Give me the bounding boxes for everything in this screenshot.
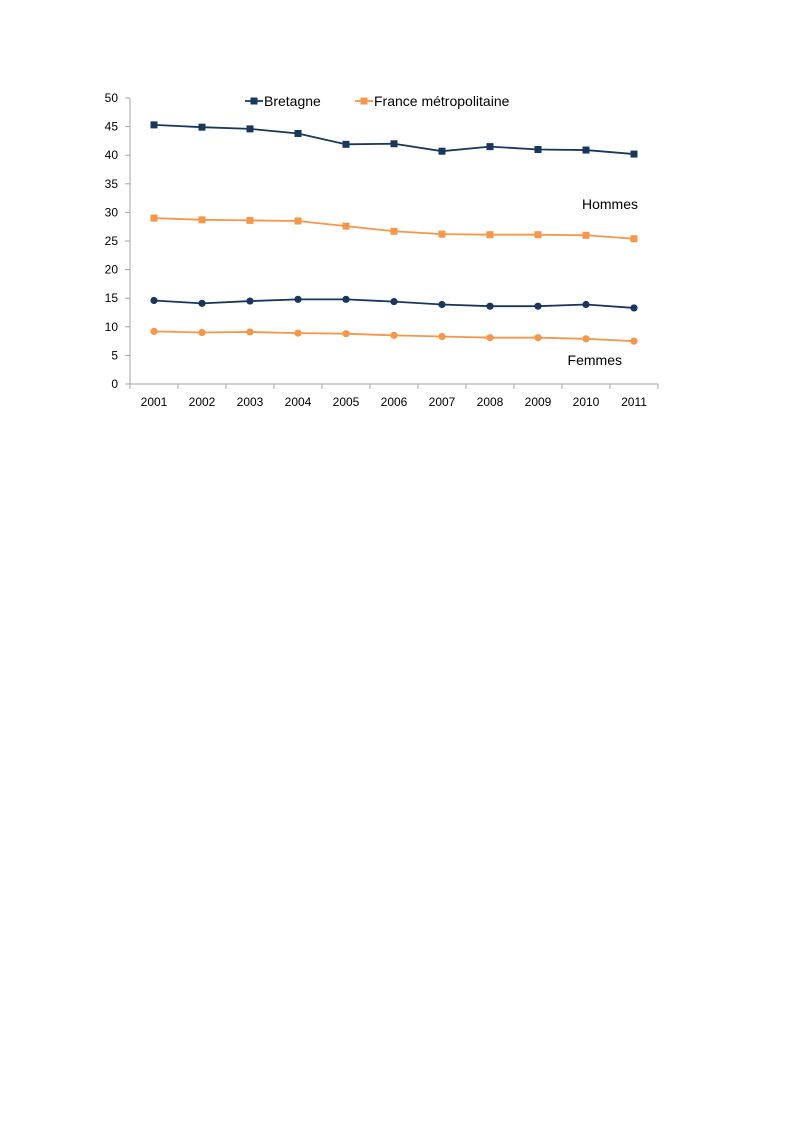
y-tick-label: 40 bbox=[105, 148, 119, 162]
data-point bbox=[198, 216, 206, 224]
legend: Bretagne France métropolitaine bbox=[245, 93, 510, 109]
data-point bbox=[342, 330, 350, 338]
data-point bbox=[438, 332, 446, 341]
y-tick-label: 0 bbox=[111, 377, 118, 391]
data-point bbox=[534, 302, 542, 310]
data-point bbox=[150, 296, 158, 305]
line-chart: 0 5 10 15 20 25 30 35 40 45 50 2001 2002 2003 2004 2005… bbox=[0, 0, 800, 420]
legend-marker bbox=[360, 97, 368, 105]
data-point bbox=[534, 145, 542, 153]
y-tick-label: 50 bbox=[105, 91, 119, 105]
data-point bbox=[630, 235, 638, 243]
data-point bbox=[198, 328, 206, 337]
data-point bbox=[438, 300, 446, 309]
data-point bbox=[630, 304, 638, 312]
data-point bbox=[150, 121, 158, 129]
data-point bbox=[534, 231, 542, 239]
data-point bbox=[198, 299, 206, 307]
data-point bbox=[630, 337, 638, 345]
data-point bbox=[246, 125, 254, 133]
data-point bbox=[438, 147, 446, 155]
data-point bbox=[342, 222, 350, 230]
data-point bbox=[390, 331, 398, 339]
legend-label: Bretagne bbox=[264, 93, 321, 109]
data-point bbox=[438, 230, 446, 238]
data-point bbox=[534, 334, 542, 342]
data-point bbox=[294, 329, 302, 337]
y-tick-label: 5 bbox=[111, 348, 118, 362]
data-point bbox=[150, 327, 158, 335]
legend-item: France métropolitaine bbox=[355, 93, 510, 109]
y-tick-label: 30 bbox=[105, 205, 119, 219]
series-lines bbox=[150, 121, 638, 345]
data-point bbox=[198, 123, 206, 131]
y-tick-label: 25 bbox=[105, 234, 119, 248]
data-point bbox=[390, 298, 398, 306]
data-point bbox=[246, 216, 254, 224]
x-tick-label: 2005 bbox=[333, 395, 360, 409]
series-hommes-bretagne bbox=[150, 121, 638, 158]
annotations: Hommes Femmes bbox=[568, 196, 638, 368]
series-femmes-bretagne bbox=[150, 295, 638, 312]
legend-item: Bretagne bbox=[245, 93, 321, 109]
data-point bbox=[582, 231, 590, 239]
legend-label: France métropolitaine bbox=[374, 93, 510, 109]
data-point bbox=[630, 150, 638, 158]
data-point bbox=[294, 129, 302, 137]
data-point bbox=[390, 140, 398, 148]
data-point bbox=[294, 295, 302, 303]
chart-svg: 0 5 10 15 20 25 30 35 40 45 50 2001 2002 2003 2004 2005… bbox=[105, 91, 659, 409]
y-tick-label: 45 bbox=[105, 120, 119, 134]
x-tick-label: 2009 bbox=[525, 395, 552, 409]
y-tick-label: 35 bbox=[105, 177, 119, 191]
data-point bbox=[486, 334, 494, 342]
x-tick-label: 2008 bbox=[477, 395, 504, 409]
data-point bbox=[486, 143, 494, 151]
data-point bbox=[246, 297, 254, 305]
x-tick-label: 2001 bbox=[141, 395, 168, 409]
x-tick-label: 2011 bbox=[621, 395, 647, 409]
annotation-hommes: Hommes bbox=[582, 196, 638, 212]
x-tick-label: 2006 bbox=[381, 395, 408, 409]
y-tick-label: 10 bbox=[105, 320, 119, 334]
series-femmes-france bbox=[150, 327, 638, 345]
data-point bbox=[294, 217, 302, 225]
data-point bbox=[582, 146, 590, 154]
series-hommes-france bbox=[150, 214, 638, 243]
data-point bbox=[246, 328, 254, 336]
data-point bbox=[582, 335, 590, 343]
annotation-femmes: Femmes bbox=[568, 352, 622, 368]
y-tick-label: 15 bbox=[105, 291, 119, 305]
data-point bbox=[150, 214, 158, 222]
x-tick-label: 2007 bbox=[429, 395, 456, 409]
axes: 0 5 10 15 20 25 30 35 40 45 50 2001 2002 2003 2004 2005… bbox=[105, 91, 659, 409]
y-tick-label: 20 bbox=[105, 263, 119, 277]
data-point bbox=[486, 302, 494, 310]
series-line bbox=[153, 123, 635, 155]
x-tick-label: 2003 bbox=[237, 395, 264, 409]
x-tick-label: 2010 bbox=[573, 395, 600, 409]
data-point bbox=[342, 140, 350, 148]
x-tick-label: 2002 bbox=[189, 395, 216, 409]
data-point bbox=[582, 300, 590, 309]
data-point bbox=[342, 295, 350, 303]
data-point bbox=[486, 231, 494, 239]
legend-marker bbox=[250, 97, 258, 105]
data-point bbox=[390, 227, 398, 235]
x-tick-label: 2004 bbox=[285, 395, 312, 409]
